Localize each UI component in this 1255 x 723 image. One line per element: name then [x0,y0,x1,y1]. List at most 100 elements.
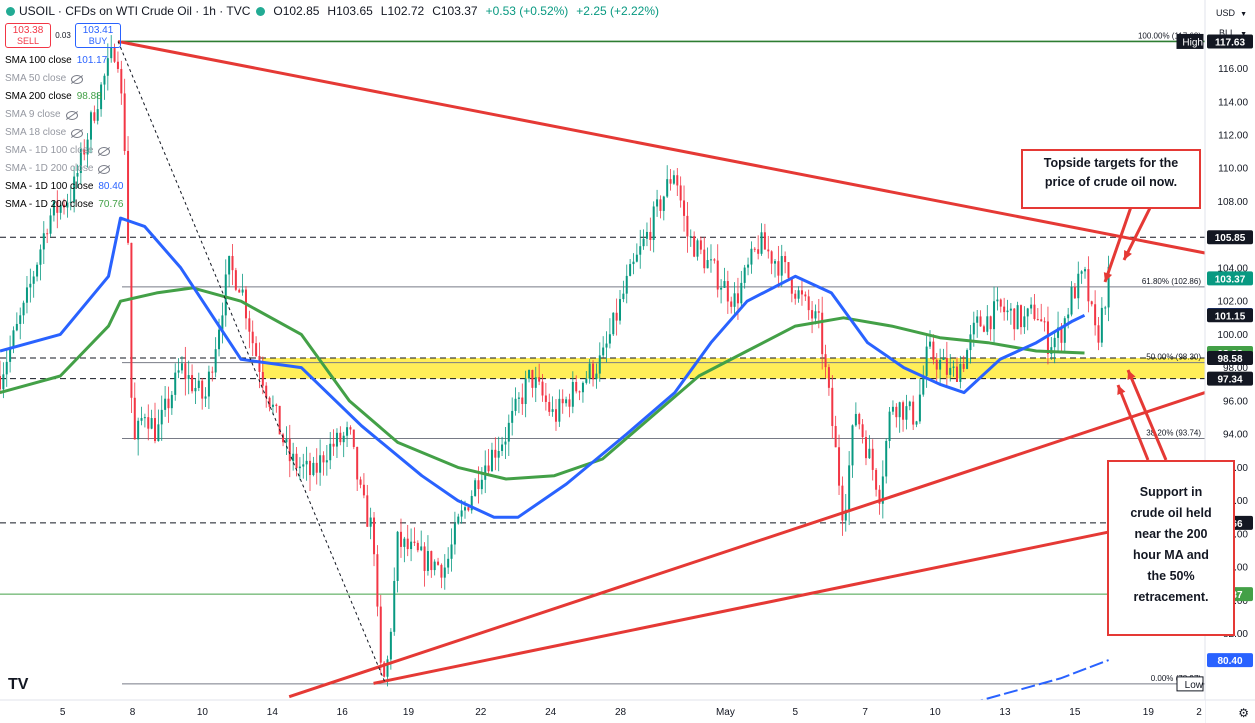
currency-select[interactable]: USD ▼ [1216,8,1247,18]
candle-body [693,236,696,257]
legend-item[interactable]: SMA 50 close [5,70,123,88]
candle-body [1019,305,1022,328]
candle-body [177,370,180,373]
candle-body [1090,301,1093,305]
candle-body [912,401,915,425]
symbol-title[interactable]: USOIL · CFDs on WTI Crude Oil · 1h · TVC [19,4,251,18]
candle-body [578,391,581,393]
gear-icon[interactable]: ⚙ [1238,706,1249,720]
candle-body [814,311,817,319]
annotation-line: the 50% [1147,569,1195,583]
hidden-eye-icon[interactable] [98,164,111,174]
legend-item[interactable]: SMA 100 close 101.17 [5,52,123,70]
candle-body [666,179,669,197]
candle-body [268,397,271,407]
support-annotation: Support in crude oil held near the 200 h… [1107,460,1235,636]
candle-body [891,406,894,412]
candle-body [15,323,18,331]
candle-body [949,367,952,375]
candle-body [794,293,797,299]
annotation-line: price of crude oil now. [1044,175,1178,189]
candle-body [329,443,332,461]
hidden-eye-icon[interactable] [65,110,78,120]
arrow-head-icon [1117,385,1126,395]
live-dot-icon [6,6,15,16]
candle-body [986,316,989,332]
y-tick-label: 92.00 [1223,463,1248,474]
legend-label: SMA 18 close [5,127,67,138]
sma-100-line [0,216,1086,519]
candle-body [511,410,514,423]
legend-item[interactable]: SMA 18 close [5,124,123,142]
candle-body [19,315,22,324]
legend-item[interactable]: SMA 200 close 98.88 [5,88,123,106]
candle-body [332,443,335,447]
retracement-diagonal [117,41,387,685]
candle-body [817,311,820,313]
candle-body [79,148,82,174]
candle-body [767,249,770,252]
x-tick-label: 22 [475,707,487,718]
candle-body [875,469,878,490]
candle-body [652,206,655,240]
legend-item[interactable]: SMA - 1D 100 close [5,142,123,160]
candle-body [568,399,571,407]
candle-body [1043,321,1046,323]
candle-body [982,326,985,332]
candle-body [800,290,803,295]
x-tick-label: 2 [1196,707,1202,718]
candle-body [477,480,480,490]
candle-body [696,240,699,257]
candle-body [733,293,736,307]
candle-body [602,347,605,356]
candle-body [915,421,918,425]
annotation-arrow [1122,203,1154,261]
candle-body [952,366,955,368]
unit-select[interactable]: BLL ▼ [1219,28,1247,38]
arrow-head-icon [1127,370,1136,380]
legend-item[interactable]: SMA 9 close [5,106,123,124]
candle-body [325,460,328,463]
ohlc-change-2: +2.25 (+2.22%) [576,4,660,18]
legend-item[interactable]: SMA - 1D 200 close 70.76 [5,196,123,214]
candle-body [524,378,527,405]
candle-body [1084,269,1087,272]
candle-body [207,371,210,397]
candle-body [39,249,42,265]
candle-body [288,439,291,462]
candle-body [878,489,881,504]
candle-body [939,359,942,370]
legend-label: SMA 200 close [5,91,72,102]
sma-200-line [0,286,1085,481]
ohlc-change: +0.53 (+0.52%) [485,4,569,18]
fib-label: 0.00% (78.97) [1151,674,1202,683]
x-tick-label: 15 [1069,707,1081,718]
legend-item[interactable]: SMA - 1D 200 close [5,160,123,178]
candle-body [187,375,190,379]
candle-body [703,249,706,269]
legend-item[interactable]: SMA - 1D 100 close 80.40 [5,178,123,196]
price-tag [1207,308,1253,323]
candle-body [999,299,1002,307]
candle-body [642,238,645,247]
candle-body [437,561,440,565]
candle-body [123,93,126,151]
legend-label: SMA - 1D 200 close [5,199,94,210]
price-tag [1207,351,1253,366]
candle-body [22,302,25,316]
candle-body [420,546,423,551]
hidden-eye-icon[interactable] [71,74,84,84]
candle-body [736,293,739,304]
candle-body [720,287,723,290]
candle-body [410,541,413,550]
hidden-eye-icon[interactable] [71,128,84,138]
buy-button[interactable]: 103.41 BUY [75,23,121,48]
sell-button[interactable]: 103.38 SELL [5,23,51,48]
candle-body [885,440,888,477]
candle-body [1087,269,1090,302]
hidden-eye-icon[interactable] [98,146,111,156]
ohlc-open: O102.85 [273,4,320,18]
topside-targets-annotation: Topside targets for the price of crude o… [1021,149,1201,209]
candle-body [73,176,76,202]
